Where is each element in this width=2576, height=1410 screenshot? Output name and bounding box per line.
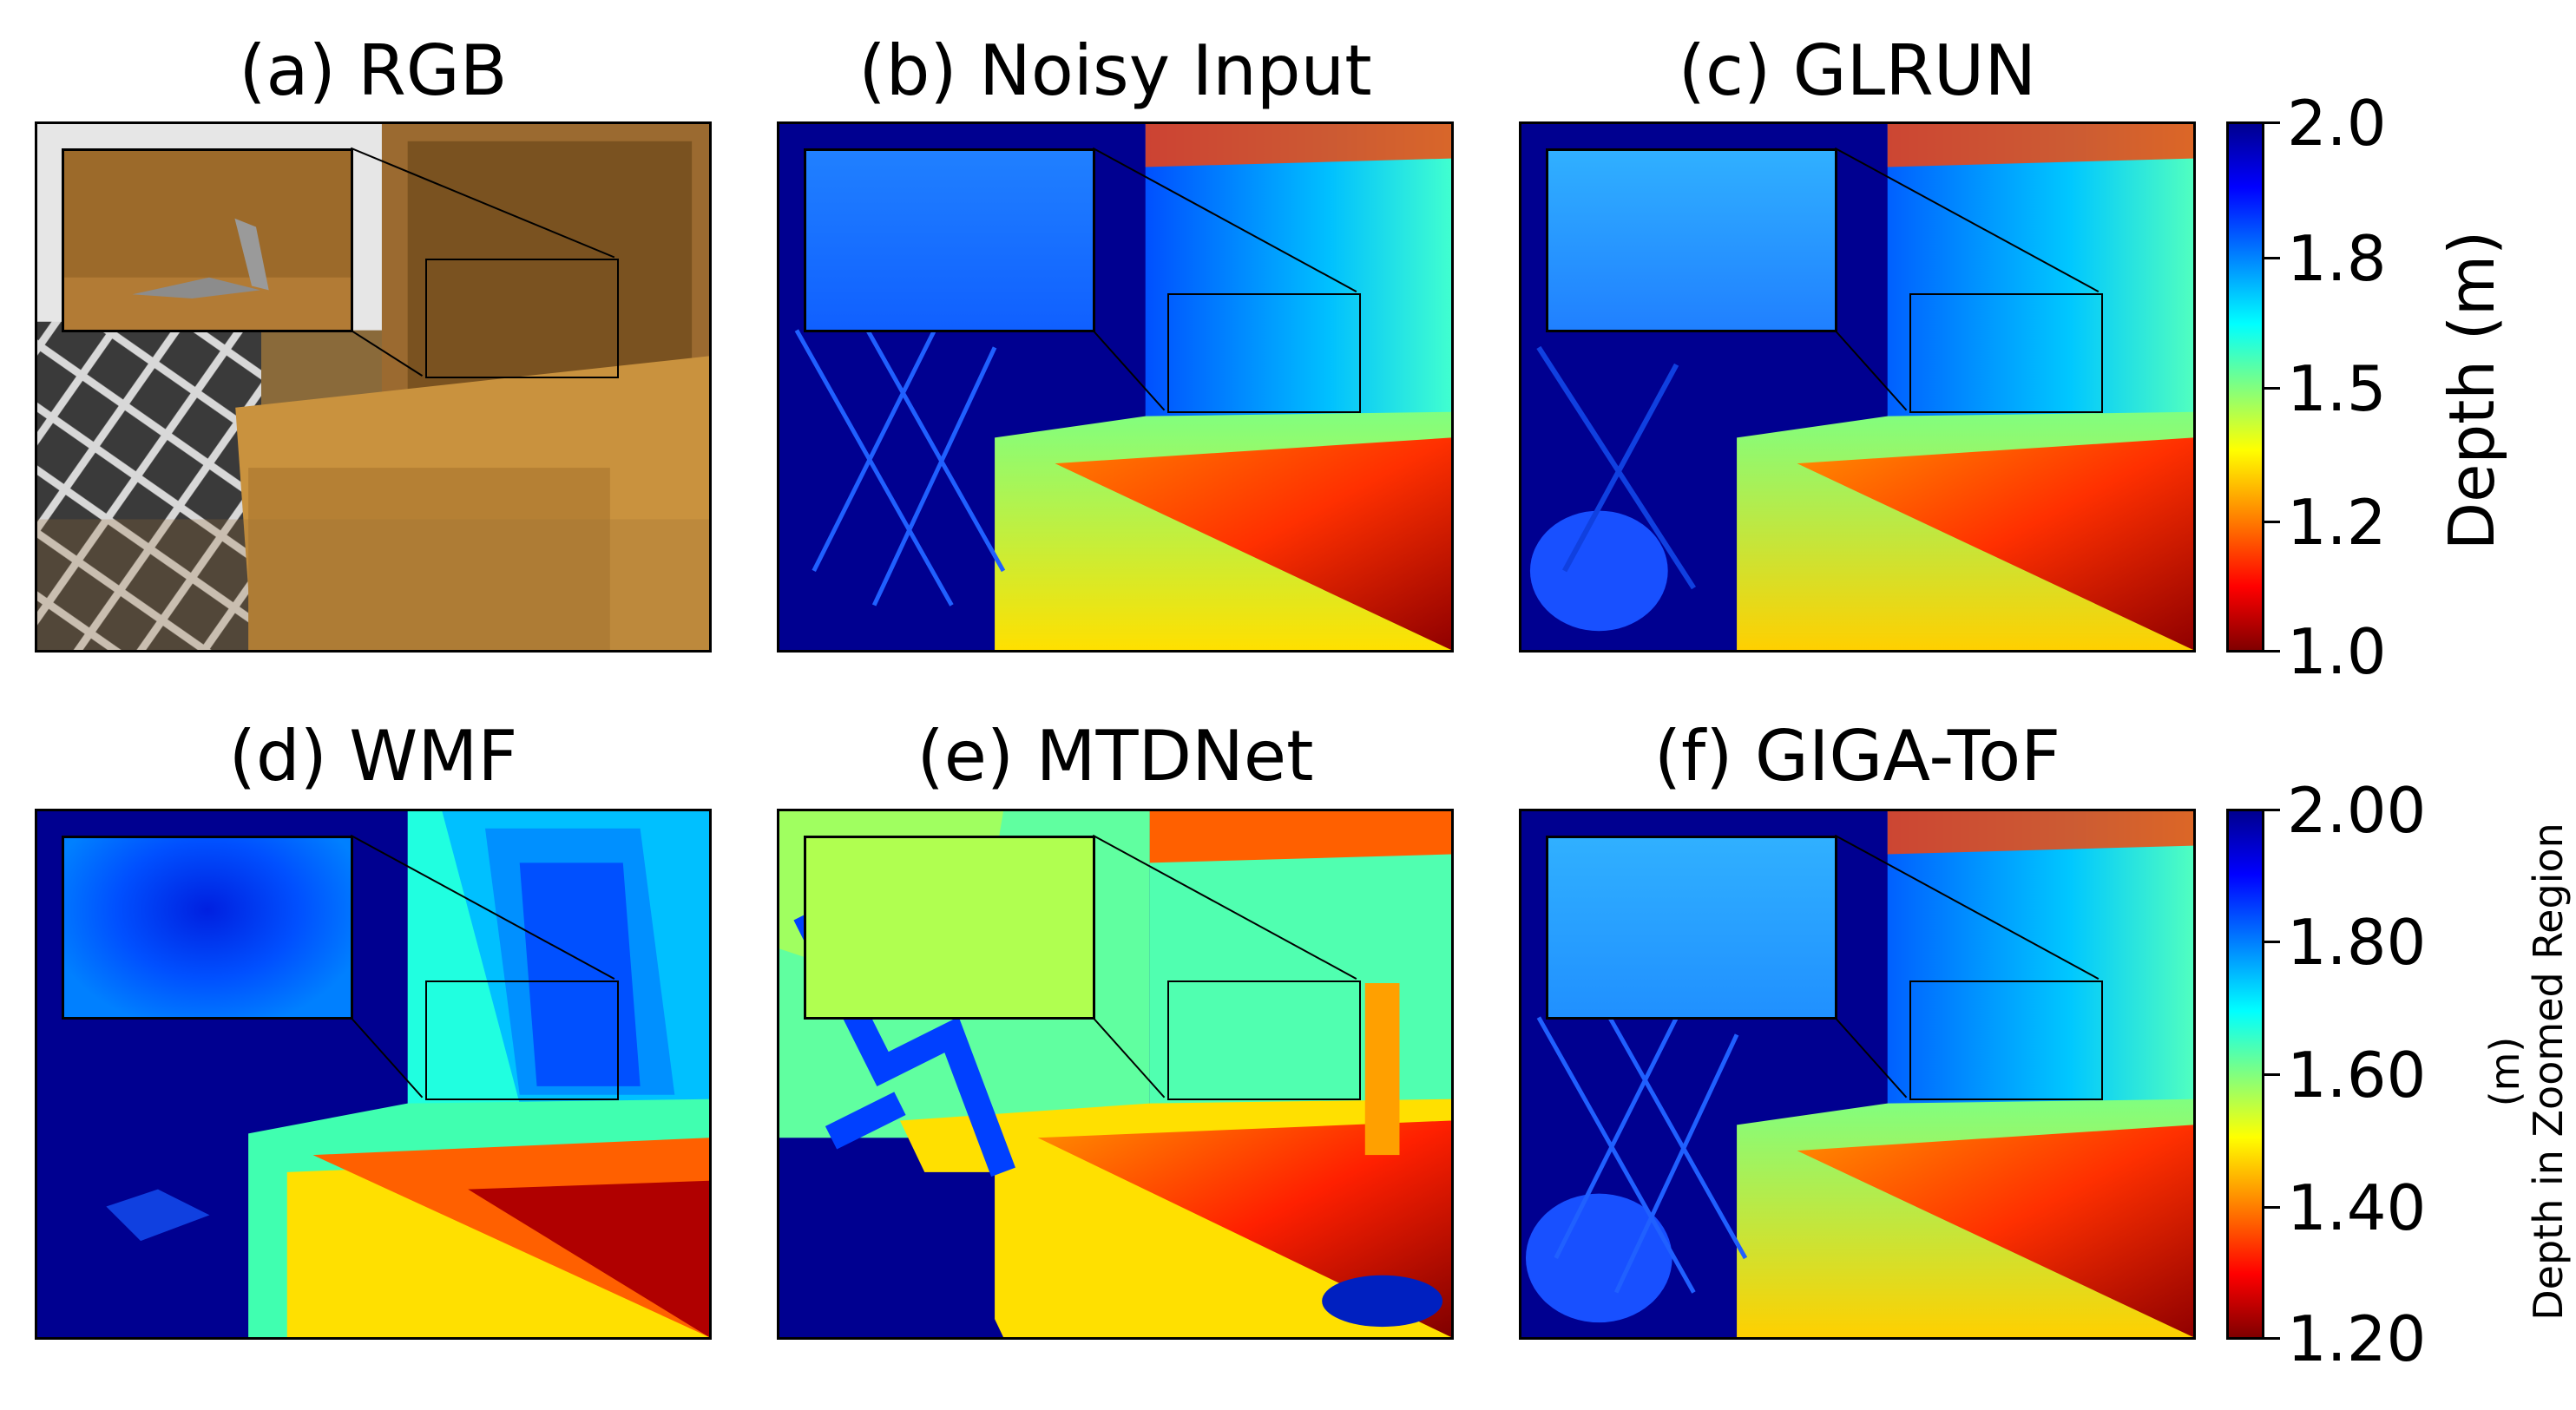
colorbar-top-tick-label: 1.2 bbox=[2287, 486, 2387, 559]
panel-b-zoom-inset bbox=[804, 148, 1095, 332]
colorbar-bottom-axis-label: Depth in Zoomed Region bbox=[2525, 823, 2572, 1321]
depth-colorbar bbox=[2226, 121, 2264, 653]
zoomed-depth-colorbar bbox=[2226, 809, 2264, 1340]
colorbar-top-tick-label: 1.0 bbox=[2287, 615, 2387, 688]
colorbar-bottom-tick-label: 1.80 bbox=[2287, 906, 2427, 979]
colorbar-top-tick-label: 1.8 bbox=[2287, 222, 2387, 295]
colorbar-top-tickmark-1-5 bbox=[2264, 387, 2280, 390]
colorbar-top-tickmark-1-0 bbox=[2264, 650, 2280, 653]
colorbar-bottom-tick-label: 2.00 bbox=[2287, 774, 2427, 847]
panel-f-giga-tof-depth-map bbox=[1519, 809, 2196, 1340]
colorbar-top-tick-label: 2.0 bbox=[2287, 87, 2387, 160]
panel-a-zoom-region-box bbox=[425, 259, 619, 378]
panel-b-zoom-region-box bbox=[1167, 293, 1361, 413]
colorbar-top-tick-label: 1.5 bbox=[2287, 352, 2387, 425]
panel-e-mtdnet-depth-map bbox=[777, 809, 1454, 1340]
panel-f-zoom-region-box bbox=[1909, 980, 2103, 1100]
colorbar-bottom-tick-label: 1.20 bbox=[2287, 1302, 2427, 1375]
panel-b-title: (b) Noisy Input bbox=[858, 30, 1372, 111]
panel-f-title: (f) GIGA-ToF bbox=[1653, 716, 2061, 797]
panel-e-zoom-inset bbox=[804, 836, 1095, 1020]
colorbar-top-tickmark-1-8 bbox=[2264, 257, 2280, 259]
panel-e-zoom-region-box bbox=[1167, 980, 1361, 1100]
panel-a-rgb-image bbox=[35, 121, 712, 653]
colorbar-bottom-tick-label: 1.40 bbox=[2287, 1171, 2427, 1244]
panel-b-noisy-depth-map bbox=[777, 121, 1454, 653]
panel-d-zoom-inset bbox=[62, 836, 353, 1020]
colorbar-top-axis-label: Depth (m) bbox=[2435, 230, 2508, 551]
colorbar-bottom-tick-label: 1.60 bbox=[2287, 1039, 2427, 1112]
colorbar-bottom-tickmark-1-60 bbox=[2264, 1073, 2280, 1076]
colorbar-bottom-axis-unit: (m) bbox=[2481, 1036, 2528, 1107]
panel-e-title: (e) MTDNet bbox=[917, 716, 1314, 797]
panel-a-zoom-inset bbox=[62, 148, 353, 332]
panel-f-zoom-inset bbox=[1546, 836, 1837, 1020]
panel-c-title: (c) GLRUN bbox=[1678, 30, 2037, 111]
colorbar-bottom-tickmark-1-40 bbox=[2264, 1206, 2280, 1209]
panel-c-glrun-depth-map bbox=[1519, 121, 2196, 653]
panel-d-wmf-depth-map bbox=[35, 809, 712, 1340]
colorbar-top-tickmark-2-0 bbox=[2264, 121, 2280, 124]
panel-c-zoom-region-box bbox=[1909, 293, 2103, 413]
colorbar-bottom-tickmark-1-80 bbox=[2264, 941, 2280, 943]
colorbar-top-tickmark-1-2 bbox=[2264, 521, 2280, 523]
panel-d-zoom-region-box bbox=[425, 980, 619, 1100]
panel-d-title: (d) WMF bbox=[228, 716, 518, 797]
panel-c-zoom-inset bbox=[1546, 148, 1837, 332]
panel-a-title: (a) RGB bbox=[239, 30, 508, 111]
colorbar-bottom-tickmark-1-20 bbox=[2264, 1337, 2280, 1340]
colorbar-bottom-tickmark-2-00 bbox=[2264, 809, 2280, 811]
